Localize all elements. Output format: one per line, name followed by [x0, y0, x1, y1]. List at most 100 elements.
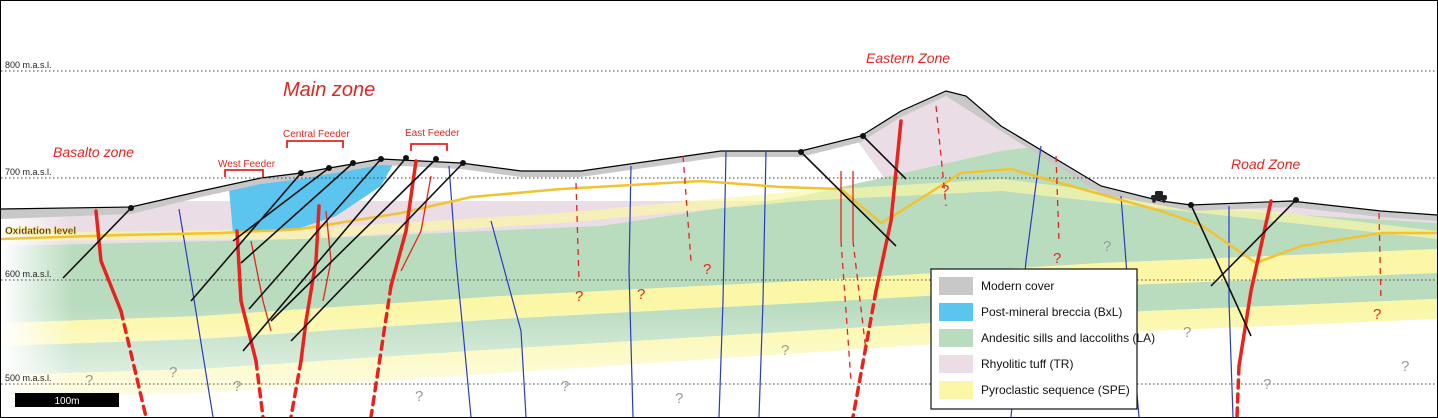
drillhole	[290, 162, 464, 342]
drillhole-collar	[326, 165, 332, 171]
drillhole-collar	[1293, 197, 1299, 203]
unknown-mark: ?	[85, 372, 93, 389]
drillhole-collar	[403, 155, 409, 161]
drillhole-collar	[798, 149, 804, 155]
oxidation-level-line	[1, 167, 1437, 265]
unknown-mark: ?	[1183, 324, 1191, 341]
legend-swatch	[939, 303, 973, 321]
elevation-gridlines	[1, 70, 1437, 385]
inferred-fault-marks: ? ? ? ? ? ?	[575, 182, 1381, 323]
fault-eastern-zone	[874, 119, 903, 293]
road-zone-label: Road Zone	[1231, 156, 1300, 172]
drillhole	[862, 135, 907, 180]
central-feeder-label: Central Feeder	[283, 129, 350, 140]
fault-basalto-inferred	[119, 309, 148, 417]
inferred-fault-mark: ?	[703, 261, 711, 278]
inferred-fault-mark: ?	[1053, 250, 1061, 267]
drillhole-collar	[860, 133, 866, 139]
drillhole-collar	[350, 160, 356, 166]
legend-label: Modern cover	[981, 279, 1054, 293]
bracket-east-feeder	[410, 143, 448, 151]
legend-item-andesite: Andesitic sills and laccoliths (LA)	[939, 329, 1155, 347]
fault-road-zone-inferred	[1235, 364, 1241, 417]
drillhole-collar	[298, 170, 304, 176]
unknown-mark: ?	[561, 378, 569, 395]
minor-fault	[400, 175, 432, 272]
drillhole	[1210, 199, 1297, 287]
bracket-west-feeder	[224, 169, 264, 177]
fault-central-feeder	[299, 204, 321, 363]
inferred-fault-mark: ?	[1373, 306, 1381, 323]
unknown-mark: ?	[415, 388, 423, 405]
feeder-brackets	[224, 140, 448, 177]
drillhole-collar	[460, 160, 466, 166]
unknown-mark: ?	[233, 378, 241, 395]
drillhole-collar	[128, 205, 134, 211]
inferred-fault	[852, 240, 867, 352]
scale-bar-label: 100m	[54, 396, 79, 407]
legend-label: Post-mineral breccia (BxL)	[981, 305, 1122, 319]
geology-units	[1, 91, 1437, 417]
faults	[94, 119, 1273, 417]
legend-swatch	[939, 381, 973, 399]
car-icon	[1151, 191, 1167, 203]
drillhole	[242, 157, 407, 352]
drillhole	[190, 172, 302, 302]
inferred-fault-mark: ?	[941, 182, 949, 199]
inferred-fault	[1378, 212, 1382, 302]
drillhole	[1190, 204, 1252, 337]
scale-bar: 100m	[15, 393, 119, 407]
drillhole	[248, 158, 382, 310]
west-feeder-label: West Feeder	[218, 159, 276, 170]
contact-line	[1228, 206, 1234, 417]
contact-line	[490, 220, 527, 417]
contact-line	[718, 150, 727, 417]
eastern-zone-label: Eastern Zone	[866, 50, 950, 66]
inferred-fault	[840, 240, 852, 382]
inferred-fault-mark: ?	[637, 286, 645, 303]
unknown-mark: ?	[781, 342, 789, 359]
drillhole-collar	[378, 156, 384, 162]
legend-item-pyroclastic: Pyroclastic sequence (SPE)	[939, 381, 1130, 399]
contact-line	[628, 165, 634, 417]
elevation-label-800: 800 m.a.s.l.	[5, 60, 52, 70]
unknown-mark: ?	[1401, 358, 1409, 375]
east-feeder-label: East Feeder	[405, 128, 460, 139]
fault-west-feeder-inferred	[254, 359, 265, 417]
legend-swatch	[939, 355, 973, 373]
legend-item-rhyolitic-tuff: Rhyolitic tuff (TR)	[939, 355, 1073, 373]
inferred-fault	[935, 105, 947, 207]
drillhole-collar	[1188, 202, 1194, 208]
drillhole	[232, 167, 330, 242]
inferred-fault-mark: ?	[575, 288, 583, 305]
elevation-label-700: 700 m.a.s.l.	[5, 167, 52, 177]
legend-swatch	[939, 277, 973, 295]
fault-eastern-zone-inferred	[851, 289, 878, 417]
legend-label: Rhyolitic tuff (TR)	[981, 357, 1073, 371]
legend: Modern cover Post-mineral breccia (BxL) …	[930, 268, 1155, 410]
elevation-label-600: 600 m.a.s.l.	[5, 269, 52, 279]
main-zone-label: Main zone	[283, 79, 375, 101]
legend-item-breccia: Post-mineral breccia (BxL)	[939, 303, 1122, 321]
contact-line	[448, 165, 472, 417]
modern-cover	[1, 91, 1437, 221]
drillhole	[240, 162, 354, 264]
contact-line	[758, 150, 767, 417]
bracket-central-feeder	[286, 140, 344, 148]
drillhole	[62, 207, 132, 279]
drillholes	[62, 135, 1297, 352]
unknown-mark: ?	[1103, 238, 1111, 255]
oxidation-level-label: Oxidation level	[5, 226, 76, 237]
legend-label: Andesitic sills and laccoliths (LA)	[981, 331, 1155, 345]
fault-central-feeder-inferred	[289, 359, 303, 417]
unknown-mark: ?	[169, 364, 177, 381]
inferred-fault	[1055, 155, 1060, 242]
drillhole-collar	[433, 156, 439, 162]
unknown-mark: ?	[1263, 376, 1271, 393]
fault-east-feeder-inferred	[369, 284, 393, 417]
drillhole-collars	[128, 133, 1299, 211]
basalto-zone-label: Basalto zone	[53, 144, 134, 160]
drillhole	[270, 158, 437, 322]
